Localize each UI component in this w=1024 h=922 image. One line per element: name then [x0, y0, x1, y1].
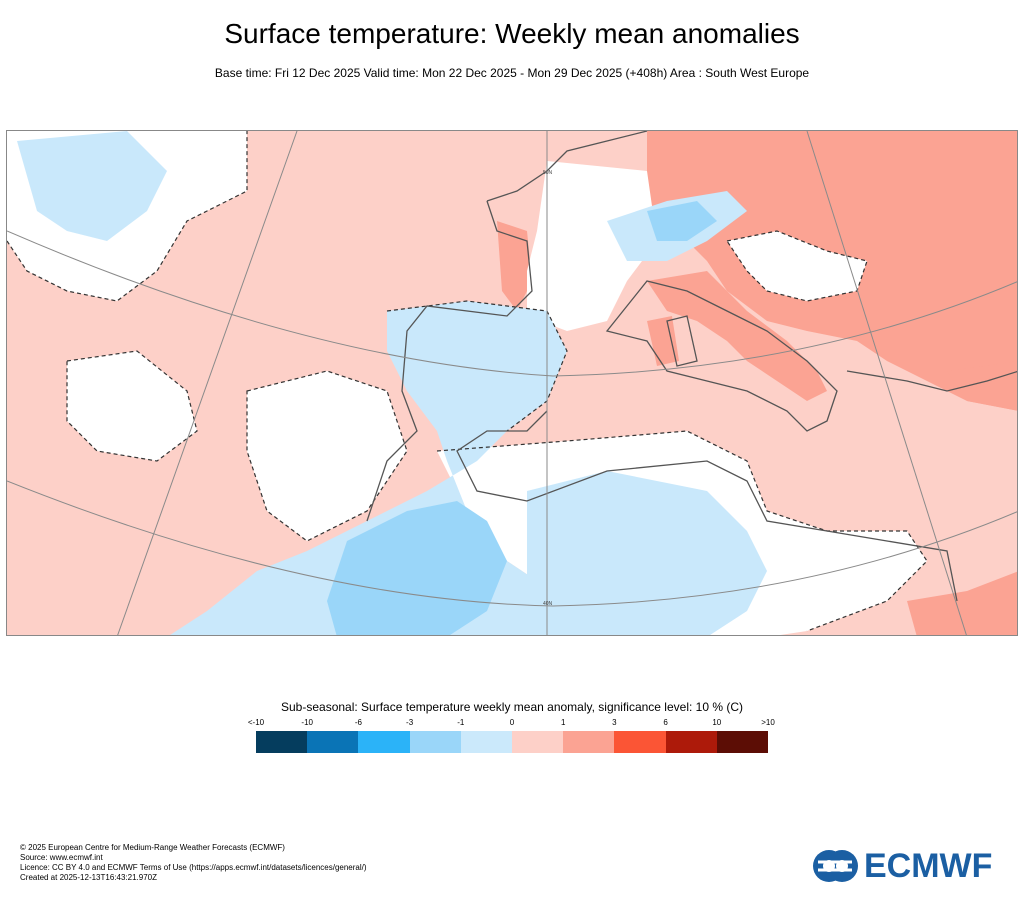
legend-swatch — [716, 731, 769, 753]
legend-tick: >10 — [761, 718, 775, 727]
cool-region-atlantic-nw — [17, 131, 167, 241]
latitude-label-50n: 50N — [543, 170, 553, 176]
warm-region-italy — [647, 271, 827, 401]
warm-region-turkey — [947, 361, 1017, 411]
cool-region-sahara — [527, 471, 767, 635]
legend-swatch — [307, 731, 359, 753]
ecmwf-logo-icon — [813, 850, 858, 882]
warm-region-libya — [907, 571, 1017, 635]
legend-tick: -1 — [457, 718, 465, 727]
neutral-region-france — [527, 161, 657, 331]
footer-created: Created at 2025-12-13T16:43:21.970Z — [20, 873, 157, 882]
cool-region-iberia — [170, 301, 624, 635]
neutral-region-atlantic-west — [67, 351, 197, 461]
cool-region-morocco-algeria — [327, 501, 507, 635]
legend-ticks: <-10 -10 -6 -3 -1 0 1 3 6 10 >10 — [248, 718, 775, 728]
legend-tick: 10 — [712, 718, 722, 727]
legend-swatch — [563, 731, 615, 753]
legend-swatch — [256, 731, 308, 753]
neutral-region-balkans — [727, 231, 867, 301]
graticule — [7, 131, 1017, 635]
ecmwf-logo[interactable]: ECMWF — [812, 846, 1012, 886]
anomaly-map[interactable]: 50N 40N — [6, 130, 1018, 636]
latitude-label-40n: 40N — [543, 601, 553, 607]
legend-swatch — [512, 731, 564, 753]
legend-swatch — [614, 731, 666, 753]
legend-tick: -3 — [406, 718, 414, 727]
legend-tick: -10 — [301, 718, 313, 727]
coastlines — [366, 131, 1017, 602]
footer-licence: Licence: CC BY 4.0 and ECMWF Terms of Us… — [20, 863, 367, 872]
legend-tick: 3 — [612, 718, 617, 727]
legend-tick: 0 — [509, 718, 515, 727]
legend-swatch — [358, 731, 410, 753]
legend-tick: <-10 — [247, 718, 265, 727]
page-subtitle: Base time: Fri 12 Dec 2025 Valid time: M… — [214, 66, 810, 80]
warm-region-bay-of-biscay — [497, 221, 532, 311]
page-title: Surface temperature: Weekly mean anomali… — [224, 18, 800, 49]
legend-swatch — [460, 731, 513, 753]
significance-contours — [7, 131, 928, 632]
footer-credits: © 2025 European Centre for Medium-Range … — [20, 843, 367, 883]
legend-tick: 6 — [663, 718, 668, 727]
legend-tick: -6 — [354, 718, 362, 727]
legend-title: Sub-seasonal: Surface temperature weekly… — [281, 700, 743, 714]
legend-swatch — [409, 731, 461, 753]
footer-copyright: © 2025 European Centre for Medium-Range … — [20, 843, 285, 852]
cool-region-alps-core — [647, 201, 717, 241]
legend-colorbar — [256, 731, 769, 753]
footer-source: Source: www.ecmwf.int — [20, 853, 103, 862]
neutral-region-iberia-west — [247, 371, 407, 541]
legend-swatch — [665, 731, 717, 753]
legend-tick: 1 — [560, 718, 566, 727]
map-canvas: 50N 40N — [7, 131, 1017, 635]
ecmwf-logo-text: ECMWF — [864, 846, 993, 885]
